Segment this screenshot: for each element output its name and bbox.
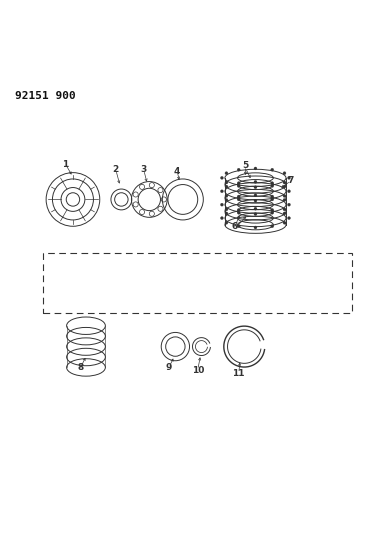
Circle shape bbox=[225, 172, 228, 175]
Text: 11: 11 bbox=[232, 369, 245, 378]
Circle shape bbox=[237, 225, 240, 228]
Circle shape bbox=[225, 212, 228, 215]
Text: 9: 9 bbox=[166, 364, 172, 373]
Text: 5: 5 bbox=[242, 161, 249, 171]
Text: 8: 8 bbox=[77, 364, 83, 373]
Text: 1: 1 bbox=[62, 159, 69, 168]
Text: 2: 2 bbox=[113, 165, 119, 174]
Circle shape bbox=[254, 180, 257, 183]
Text: 10: 10 bbox=[192, 366, 204, 375]
Circle shape bbox=[225, 195, 228, 197]
Circle shape bbox=[225, 198, 228, 201]
Text: 3: 3 bbox=[140, 165, 147, 174]
Circle shape bbox=[271, 195, 274, 198]
Bar bbox=[43, 254, 352, 313]
Circle shape bbox=[220, 176, 223, 179]
Circle shape bbox=[283, 181, 286, 184]
Circle shape bbox=[237, 195, 240, 198]
Circle shape bbox=[225, 185, 228, 188]
Circle shape bbox=[283, 208, 286, 211]
Circle shape bbox=[288, 190, 291, 193]
Circle shape bbox=[254, 194, 257, 197]
Text: 6: 6 bbox=[232, 222, 238, 231]
Circle shape bbox=[220, 190, 223, 193]
Circle shape bbox=[288, 203, 291, 206]
Circle shape bbox=[254, 167, 257, 170]
Circle shape bbox=[283, 221, 286, 224]
Circle shape bbox=[220, 203, 223, 206]
Circle shape bbox=[283, 198, 286, 201]
Circle shape bbox=[271, 211, 274, 214]
Circle shape bbox=[254, 226, 257, 229]
Circle shape bbox=[237, 182, 240, 184]
Circle shape bbox=[288, 216, 291, 220]
Text: 4: 4 bbox=[174, 167, 180, 176]
Circle shape bbox=[271, 182, 274, 184]
Circle shape bbox=[254, 213, 257, 215]
Circle shape bbox=[271, 225, 274, 228]
Circle shape bbox=[237, 198, 240, 201]
Text: 92151 900: 92151 900 bbox=[15, 92, 76, 101]
Circle shape bbox=[283, 195, 286, 197]
Circle shape bbox=[283, 172, 286, 175]
Circle shape bbox=[271, 184, 274, 188]
Circle shape bbox=[271, 208, 274, 212]
Circle shape bbox=[288, 176, 291, 179]
Circle shape bbox=[271, 198, 274, 201]
Circle shape bbox=[220, 216, 223, 220]
Circle shape bbox=[225, 221, 228, 224]
Text: 7: 7 bbox=[288, 176, 294, 185]
Circle shape bbox=[254, 207, 257, 210]
Circle shape bbox=[237, 211, 240, 214]
Circle shape bbox=[237, 208, 240, 212]
Circle shape bbox=[283, 212, 286, 215]
Circle shape bbox=[254, 199, 257, 202]
Circle shape bbox=[254, 185, 257, 189]
Circle shape bbox=[237, 184, 240, 188]
Circle shape bbox=[225, 208, 228, 211]
Circle shape bbox=[283, 185, 286, 188]
Circle shape bbox=[225, 181, 228, 184]
Circle shape bbox=[271, 168, 274, 171]
Circle shape bbox=[237, 168, 240, 171]
